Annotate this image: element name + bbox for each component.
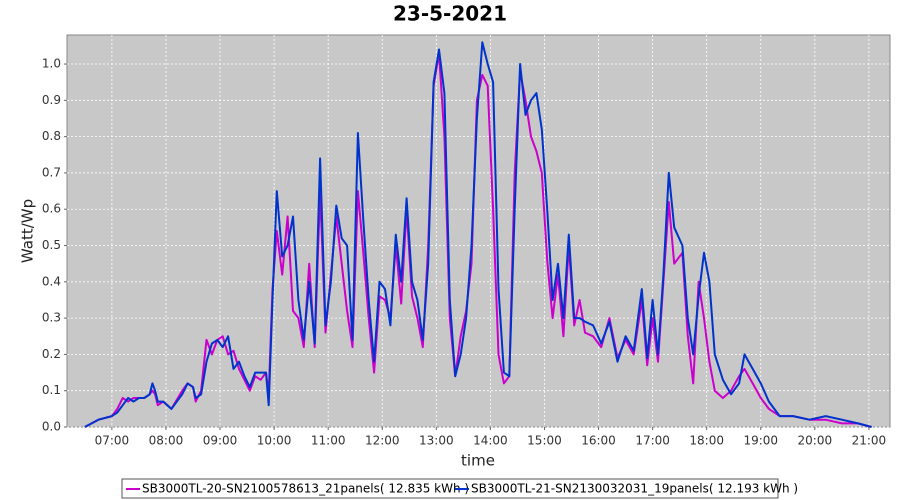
- y-tick-label: 0.1: [42, 383, 61, 397]
- x-tick-label: 19:00: [743, 434, 778, 448]
- x-tick-label: 14:00: [473, 434, 508, 448]
- y-tick-label: 1.0: [42, 57, 61, 71]
- chart-title: 23-5-2021: [393, 2, 507, 26]
- x-tick-label: 07:00: [95, 434, 130, 448]
- x-tick-label: 10:00: [257, 434, 292, 448]
- series-line: [84, 41, 872, 428]
- y-tick-label: 0.0: [42, 420, 61, 434]
- y-tick-label: 0.3: [42, 311, 61, 325]
- legend-box: [121, 478, 779, 499]
- x-tick-label: 18:00: [689, 434, 724, 448]
- y-tick-label: 0.2: [42, 347, 61, 361]
- y-tick-label: 0.7: [42, 165, 61, 179]
- x-tick-label: 16:00: [581, 434, 616, 448]
- legend-label: SB3000TL-21-SN2130032031_19panels( 12.19…: [471, 482, 798, 496]
- y-tick-label: 0.5: [42, 238, 61, 252]
- x-tick-label: 13:00: [419, 434, 454, 448]
- y-tick-label: 0.6: [42, 202, 61, 216]
- x-tick-label: 15:00: [527, 434, 562, 448]
- y-tick-label: 0.4: [42, 274, 61, 288]
- y-tick-label: 0.8: [42, 129, 61, 143]
- x-tick-label: 11:00: [311, 434, 346, 448]
- legend-label: SB3000TL-20-SN2100578613_21panels( 12.83…: [142, 482, 469, 496]
- x-tick-label: 20:00: [798, 434, 833, 448]
- x-tick-label: 17:00: [635, 434, 670, 448]
- x-tick-label: 08:00: [149, 434, 184, 448]
- x-tick-label: 21:00: [852, 434, 887, 448]
- y-tick-label: 0.9: [42, 93, 61, 107]
- x-tick-label: 09:00: [203, 434, 238, 448]
- y-axis-label: Watt/Wp: [19, 199, 37, 263]
- x-axis-label: time: [461, 452, 495, 470]
- x-tick-label: 12:00: [365, 434, 400, 448]
